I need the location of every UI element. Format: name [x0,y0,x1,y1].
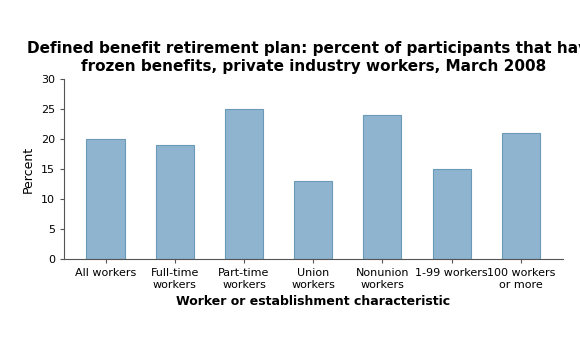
X-axis label: Worker or establishment characteristic: Worker or establishment characteristic [176,296,450,309]
Bar [294,181,332,259]
Bar [433,169,471,259]
Bar [86,139,125,259]
Y-axis label: Percent: Percent [22,146,35,193]
Bar [155,145,194,259]
Bar [364,115,401,259]
Title: Defined benefit retirement plan: percent of participants that have
frozen benefi: Defined benefit retirement plan: percent… [27,41,580,74]
Bar [225,109,263,259]
Bar [502,133,540,259]
